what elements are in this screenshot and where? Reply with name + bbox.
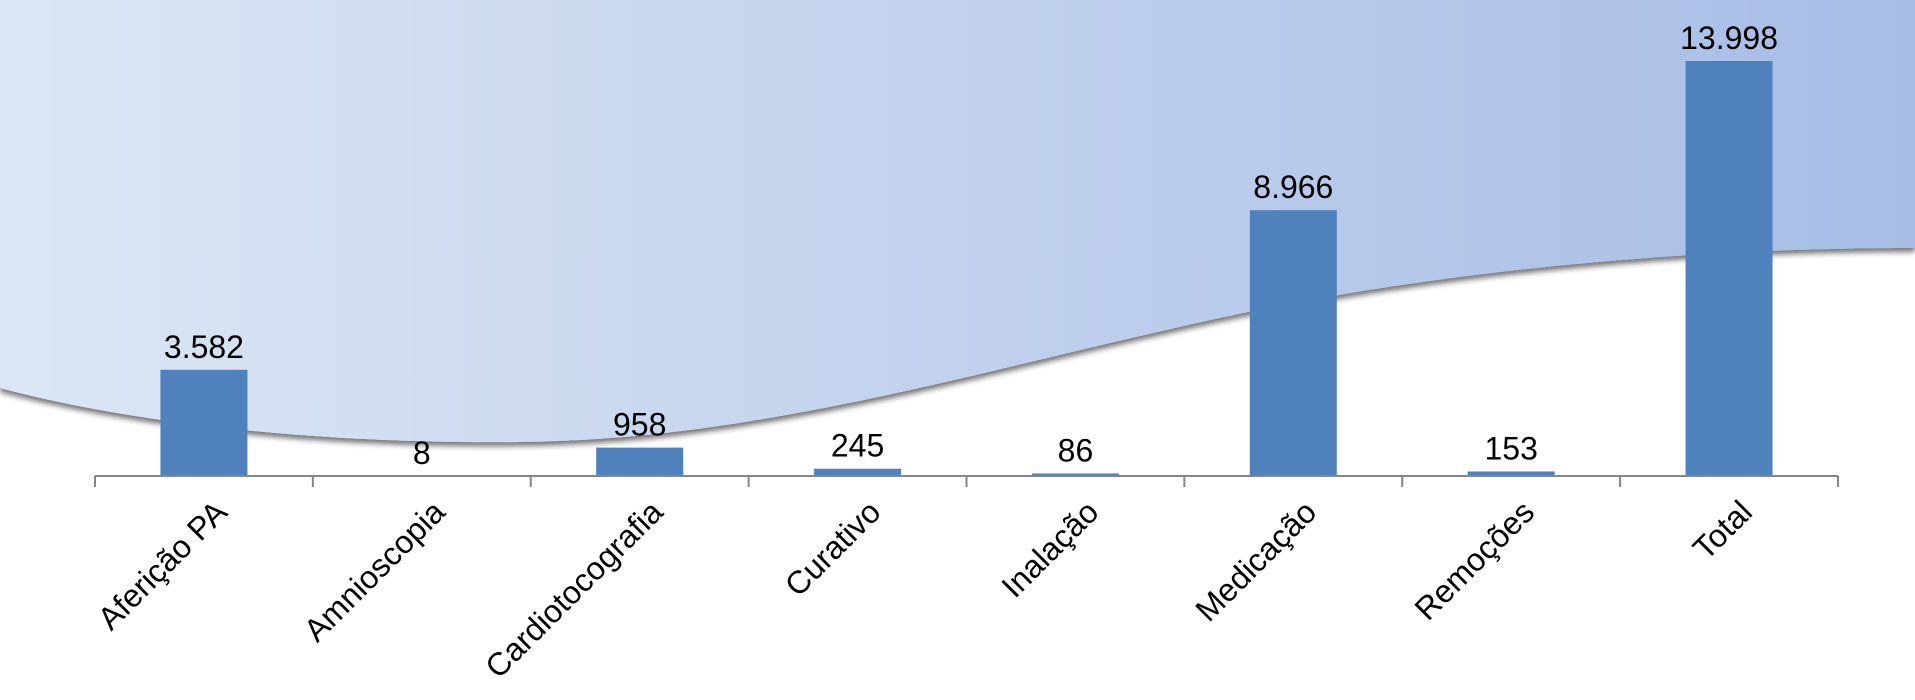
bar xyxy=(1467,471,1555,476)
category-labels: Aferição PA Amnioscopia Cardiotocografia Cu… xyxy=(91,493,1759,685)
x-tick-label: Aferição PA xyxy=(91,493,235,637)
x-tick-label: Medicação xyxy=(1188,493,1323,628)
background-wave xyxy=(0,0,1915,443)
data-label: 153 xyxy=(1484,430,1537,466)
value-labels: 3.582 8 958 245 86 8.966 153 13.998 xyxy=(164,20,1778,471)
bar xyxy=(160,369,248,476)
data-label: 86 xyxy=(1058,432,1094,468)
x-tick-label: Amnioscopia xyxy=(297,493,452,648)
bar xyxy=(1031,473,1119,476)
bar xyxy=(596,447,684,476)
x-tick-label: Remoções xyxy=(1408,493,1542,627)
data-label: 8.966 xyxy=(1253,169,1333,205)
bar xyxy=(1249,210,1337,476)
data-label: 13.998 xyxy=(1680,20,1778,56)
x-tick-label: Curativo xyxy=(778,493,888,603)
x-tick-label: Total xyxy=(1686,493,1759,566)
data-label: 245 xyxy=(831,428,884,464)
data-label: 958 xyxy=(613,407,666,443)
bar xyxy=(814,468,902,476)
x-tick-label: Inalação xyxy=(994,493,1105,604)
data-label: 8 xyxy=(413,435,431,471)
x-tick-label: Cardiotocografia xyxy=(478,493,670,685)
data-label: 3.582 xyxy=(164,329,244,365)
x-axis xyxy=(94,475,1839,487)
bars xyxy=(160,61,1773,476)
bar xyxy=(1685,61,1773,476)
